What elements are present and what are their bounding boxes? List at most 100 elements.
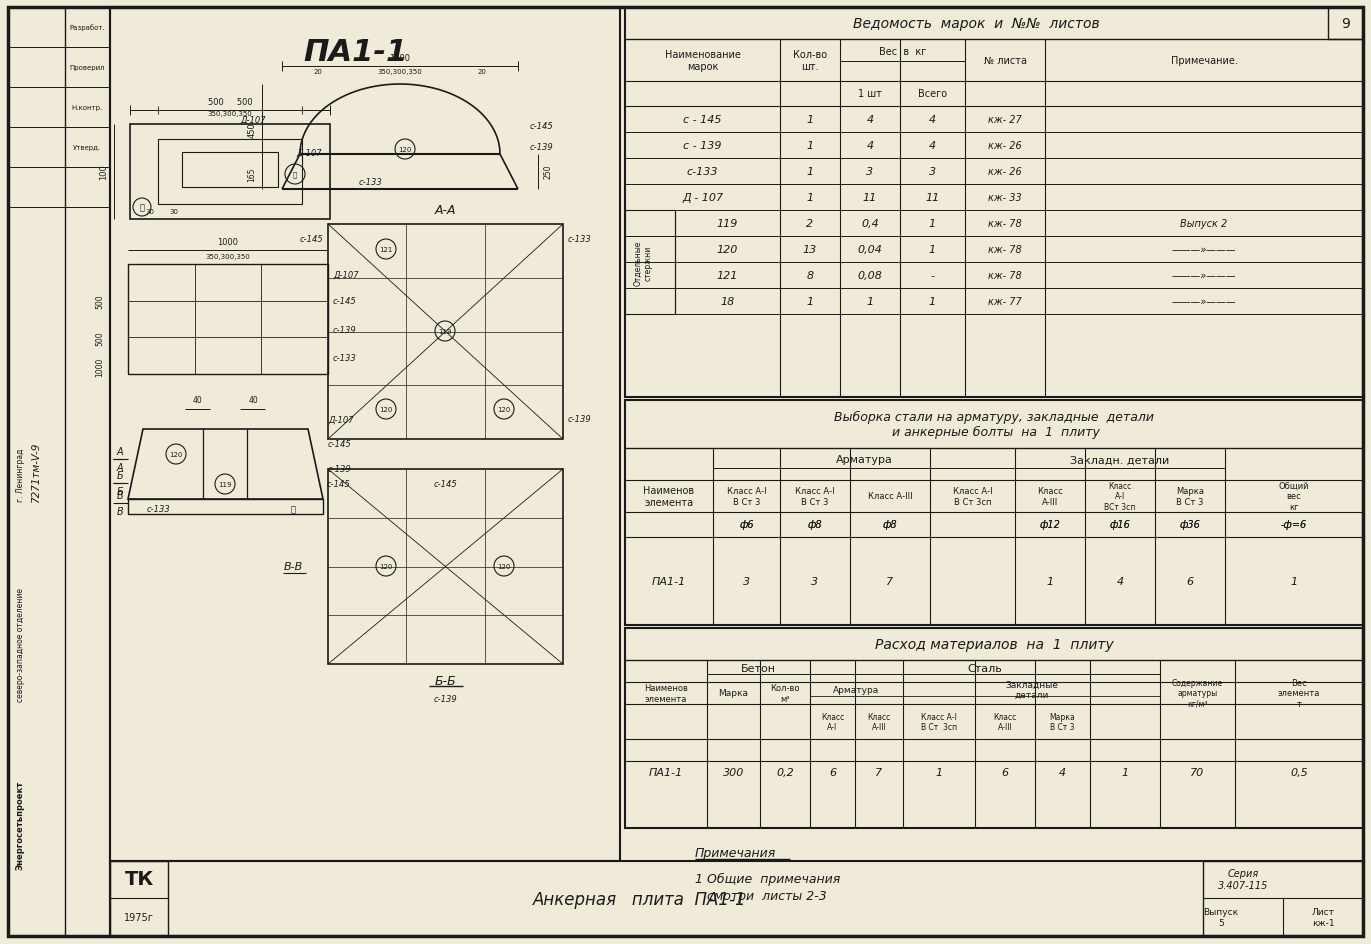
- Text: 500     500: 500 500: [207, 98, 252, 108]
- Text: № листа: № листа: [983, 56, 1027, 66]
- Text: 2: 2: [806, 219, 813, 228]
- Text: 3: 3: [743, 577, 750, 586]
- Text: Кол-во
шт.: Кол-во шт.: [792, 50, 827, 72]
- Text: 0,4: 0,4: [861, 219, 879, 228]
- Text: с-145: с-145: [433, 480, 458, 489]
- Text: 1 шт: 1 шт: [858, 90, 882, 99]
- Text: ———»———: ———»———: [1172, 244, 1237, 255]
- Text: -ф=6: -ф=6: [1281, 520, 1307, 530]
- Text: Наименов
элемента: Наименов элемента: [644, 683, 688, 703]
- Text: Энергосетьпроект: Энергосетьпроект: [15, 780, 25, 868]
- Bar: [130, 125, 330, 220]
- Text: 119: 119: [439, 329, 452, 334]
- Text: Сталь: Сталь: [968, 663, 1002, 673]
- Text: ТК: ТК: [125, 869, 154, 888]
- Text: с-133: с-133: [358, 178, 383, 187]
- Text: Б: Б: [117, 487, 123, 497]
- Text: 1: 1: [930, 244, 936, 255]
- Text: Лист
кж-1: Лист кж-1: [1312, 907, 1334, 927]
- Text: 1: 1: [930, 296, 936, 307]
- Text: ф8: ф8: [883, 520, 897, 530]
- Text: 120: 120: [399, 147, 411, 153]
- Text: 120: 120: [498, 564, 510, 569]
- Text: ⑲: ⑲: [291, 505, 296, 514]
- Bar: [1202, 861, 1363, 936]
- Text: 121: 121: [717, 271, 738, 280]
- Text: ф36: ф36: [1179, 520, 1201, 530]
- Text: 1: 1: [1290, 577, 1297, 586]
- Text: В: В: [117, 491, 123, 500]
- Text: 11: 11: [925, 193, 939, 203]
- Text: ———»———: ———»———: [1172, 296, 1237, 307]
- Text: Выпуск
5: Выпуск 5: [1204, 907, 1238, 927]
- Text: Класс
А-I
ВСт 3сп: Класс А-I ВСт 3сп: [1104, 481, 1135, 512]
- Text: Б: Б: [117, 471, 123, 480]
- Bar: [158, 140, 302, 205]
- Text: 1: 1: [866, 296, 873, 307]
- Text: 119: 119: [717, 219, 738, 228]
- Text: 250: 250: [543, 164, 553, 179]
- Text: Всего: Всего: [919, 90, 947, 99]
- Text: 121: 121: [380, 246, 392, 253]
- Text: ПА1-1: ПА1-1: [648, 767, 683, 777]
- Text: 3: 3: [930, 167, 936, 177]
- Text: ⑱: ⑱: [293, 172, 298, 178]
- Text: 1: 1: [806, 193, 813, 203]
- Text: В-В: В-В: [284, 562, 303, 572]
- Text: с-139: с-139: [333, 327, 356, 335]
- Text: Утверд.: Утверд.: [73, 144, 101, 151]
- Text: ф36: ф36: [1179, 520, 1201, 530]
- Text: Арматура: Арматура: [834, 685, 880, 694]
- Text: кж- 78: кж- 78: [988, 244, 1021, 255]
- Text: Д-107: Д-107: [240, 115, 266, 125]
- Text: 18: 18: [720, 296, 735, 307]
- Text: 500: 500: [96, 294, 104, 309]
- Text: с-139: с-139: [531, 143, 554, 152]
- Text: 7271тм-V-9: 7271тм-V-9: [32, 442, 41, 502]
- Text: Ведомость  марок  и  №№  листов: Ведомость марок и №№ листов: [853, 17, 1100, 31]
- Text: 1000: 1000: [389, 55, 410, 63]
- Text: с-133: с-133: [568, 235, 592, 244]
- Text: г. Ленинград: г. Ленинград: [15, 447, 25, 501]
- Text: ф12: ф12: [1039, 520, 1060, 530]
- Text: 4: 4: [1058, 767, 1067, 777]
- Text: 1: 1: [806, 296, 813, 307]
- Text: Класс
А-I: Класс А-I: [821, 712, 845, 732]
- Text: 9: 9: [1342, 17, 1350, 31]
- Text: 30: 30: [170, 209, 178, 215]
- Text: 4: 4: [866, 141, 873, 151]
- Text: Проверил: Проверил: [69, 65, 104, 71]
- Text: кж- 78: кж- 78: [988, 219, 1021, 228]
- Text: ПА1-1: ПА1-1: [303, 39, 407, 67]
- Text: Марка: Марка: [718, 689, 749, 698]
- Text: 11: 11: [862, 193, 877, 203]
- Text: с - 145: с - 145: [683, 115, 721, 125]
- Text: Марка
В Ст 3: Марка В Ст 3: [1050, 712, 1075, 732]
- Text: 1: 1: [806, 115, 813, 125]
- Text: Расход материалов  на  1  плиту: Расход материалов на 1 плиту: [875, 637, 1113, 651]
- Text: кж- 78: кж- 78: [988, 271, 1021, 280]
- Text: ф16: ф16: [1109, 520, 1131, 530]
- Text: Примечания: Примечания: [695, 847, 776, 860]
- Text: 30: 30: [145, 209, 155, 215]
- Text: -ф=6: -ф=6: [1281, 520, 1307, 530]
- Text: с-145: с-145: [531, 123, 554, 131]
- Text: 40: 40: [248, 396, 258, 405]
- Text: Марка
В Ст 3: Марка В Ст 3: [1176, 487, 1204, 506]
- Text: Класс
А-III: Класс А-III: [994, 712, 1017, 732]
- Text: 6: 6: [829, 767, 836, 777]
- Text: 6: 6: [1186, 577, 1194, 586]
- Text: Наименов
элемента: Наименов элемента: [643, 485, 695, 507]
- Text: Класс
А-III: Класс А-III: [868, 712, 891, 732]
- Text: 120: 120: [380, 407, 392, 413]
- Text: Класс А-I
В Ст 3: Класс А-I В Ст 3: [727, 487, 766, 506]
- Text: с-145: с-145: [326, 480, 350, 489]
- Text: ⑲: ⑲: [140, 203, 144, 212]
- Bar: [625, 400, 1363, 625]
- Text: с-145: с-145: [299, 235, 324, 244]
- Bar: [128, 264, 328, 375]
- Text: 120: 120: [380, 564, 392, 569]
- Text: Общий
вес
кг: Общий вес кг: [1279, 481, 1309, 512]
- Text: Класс А-I
В Ст 3сп: Класс А-I В Ст 3сп: [953, 487, 993, 506]
- Text: 350,300,350: 350,300,350: [377, 69, 422, 75]
